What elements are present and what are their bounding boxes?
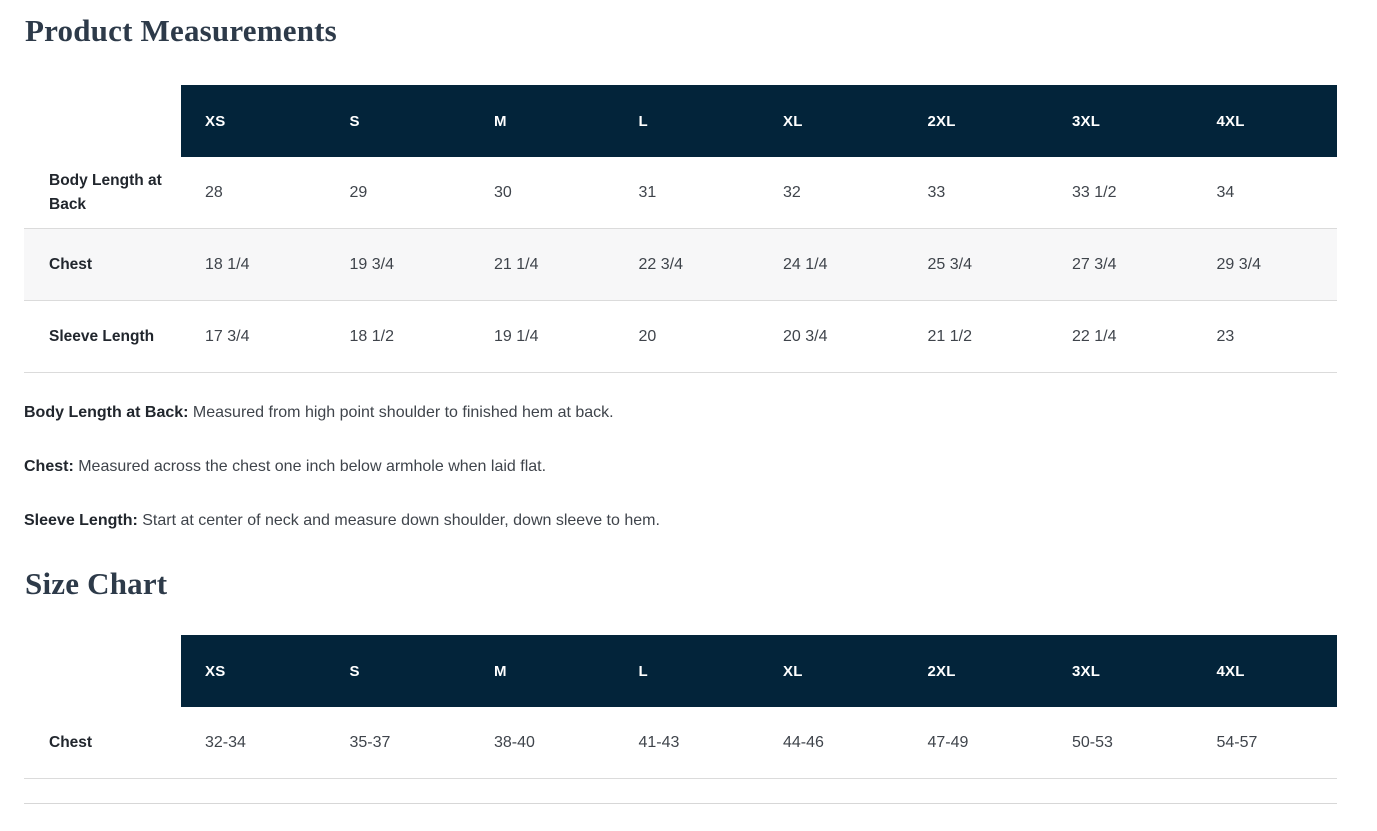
measurement-value: 33 1/2	[1048, 157, 1193, 229]
measurement-value: 28	[181, 157, 326, 229]
next-row-divider	[24, 803, 1337, 804]
size-column-header: S	[325, 85, 470, 157]
measurement-value: 31	[614, 157, 759, 229]
measurement-value: 32	[759, 157, 904, 229]
size-chart-table: XS S M L XL 2XL 3XL 4XL Chest 32-34 35-37 38-40 41-4…	[24, 635, 1337, 779]
size-column-header: 3XL	[1048, 85, 1193, 157]
size-column-header: 2XL	[903, 635, 1048, 707]
note-definition: Start at center of neck and measure down…	[137, 512, 660, 529]
note-definition: Measured across the chest one inch below…	[73, 458, 547, 475]
size-column-header: 4XL	[1192, 635, 1337, 707]
measurement-value: 29 3/4	[1192, 229, 1337, 301]
size-column-header: XL	[759, 85, 904, 157]
measurement-value: 50-53	[1048, 707, 1193, 779]
measurement-value: 33	[903, 157, 1048, 229]
size-chart-title: Size Chart	[25, 566, 168, 601]
measurement-value: 21 1/4	[470, 229, 615, 301]
product-measurements-title: Product Measurements	[25, 13, 337, 48]
size-column-header: M	[470, 85, 615, 157]
size-column-header: XS	[181, 635, 326, 707]
measurement-value: 24 1/4	[759, 229, 904, 301]
measurement-value: 47-49	[903, 707, 1048, 779]
measurement-value: 19 1/4	[470, 301, 615, 373]
row-label: Chest	[24, 707, 181, 779]
measurement-value: 29	[325, 157, 470, 229]
measurement-value: 32-34	[181, 707, 326, 779]
size-column-header: XL	[759, 635, 904, 707]
table-corner-spacer	[24, 635, 181, 707]
size-column-header: L	[614, 85, 759, 157]
measurement-value: 44-46	[759, 707, 904, 779]
measurement-value: 41-43	[614, 707, 759, 779]
size-column-header: XS	[181, 85, 326, 157]
row-label: Body Length at Back	[24, 157, 181, 229]
note-term: Body Length at Back:	[24, 404, 189, 421]
measurement-value: 19 3/4	[325, 229, 470, 301]
measurement-value: 20	[614, 301, 759, 373]
note-definition: Measured from high point shoulder to fin…	[188, 404, 614, 421]
measurement-value: 54-57	[1192, 707, 1337, 779]
measurement-value: 18 1/2	[325, 301, 470, 373]
measurement-value: 22 1/4	[1048, 301, 1193, 373]
measurement-value: 21 1/2	[903, 301, 1048, 373]
measurement-value: 27 3/4	[1048, 229, 1193, 301]
measurement-value: 35-37	[325, 707, 470, 779]
measurement-value: 38-40	[470, 707, 615, 779]
measurement-notes: Body Length at Back: Measured from high …	[24, 403, 1337, 531]
note-term: Sleeve Length:	[24, 512, 138, 529]
row-label: Chest	[24, 229, 181, 301]
row-label: Sleeve Length	[24, 301, 181, 373]
measurement-value: 17 3/4	[181, 301, 326, 373]
measurement-value: 34	[1192, 157, 1337, 229]
size-column-header: 3XL	[1048, 635, 1193, 707]
size-column-header: M	[470, 635, 615, 707]
note-term: Chest:	[24, 458, 74, 475]
size-column-header: S	[325, 635, 470, 707]
measurement-note: Sleeve Length: Start at center of neck a…	[24, 511, 1337, 531]
size-column-header: 4XL	[1192, 85, 1337, 157]
size-column-header: 2XL	[903, 85, 1048, 157]
measurement-note: Chest: Measured across the chest one inc…	[24, 457, 1337, 477]
measurement-value: 18 1/4	[181, 229, 326, 301]
measurement-value: 25 3/4	[903, 229, 1048, 301]
measurement-note: Body Length at Back: Measured from high …	[24, 403, 1337, 423]
measurement-value: 30	[470, 157, 615, 229]
product-measurements-table: XS S M L XL 2XL 3XL 4XL Body Length at Back 28 29 3…	[24, 85, 1337, 373]
measurement-value: 23	[1192, 301, 1337, 373]
measurement-value: 22 3/4	[614, 229, 759, 301]
size-guide-page: Product Measurements XS S M L XL 2XL 3XL 4XL Bod…	[24, 13, 1337, 804]
measurement-value: 20 3/4	[759, 301, 904, 373]
size-column-header: L	[614, 635, 759, 707]
table-corner-spacer	[24, 85, 181, 157]
